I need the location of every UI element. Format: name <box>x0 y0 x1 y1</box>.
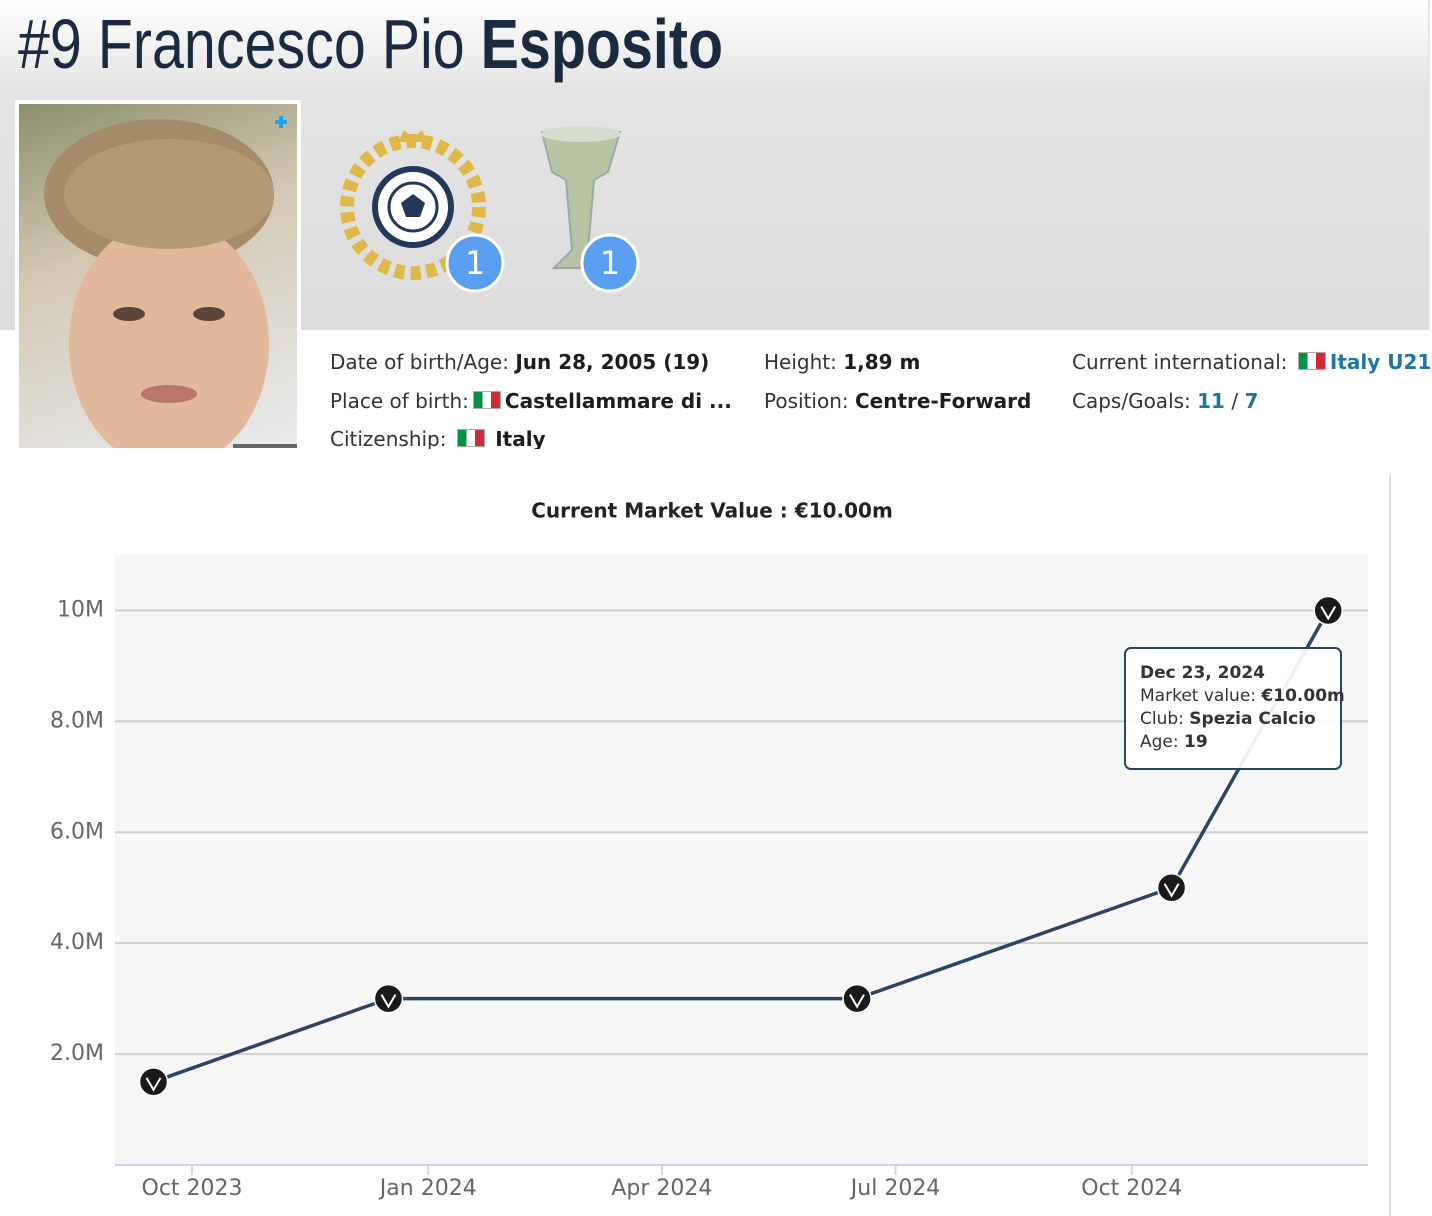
x-tick-label: Oct 2023 <box>142 1176 243 1201</box>
y-tick-label: 2.0M <box>50 1041 104 1066</box>
shirt-number: #9 <box>18 5 82 83</box>
award-badge: 1 <box>445 233 505 293</box>
chart-title: Current Market Value : €10.00m <box>531 499 893 523</box>
club-marker <box>373 983 404 1014</box>
award-badge: 1 <box>580 233 640 293</box>
info-label: Height: <box>764 350 837 374</box>
info-row: Position: Centre-Forward <box>764 389 1031 413</box>
info-value: Centre-Forward <box>854 389 1032 413</box>
market-value-chart: Current Market Value : €10.00m 2.0M 4.0M 6… <box>50 475 1391 1216</box>
marker-emblem <box>145 1077 162 1092</box>
info-row: Place of birth: Castellammare di ... <box>330 389 732 413</box>
marker-emblem <box>849 994 865 1009</box>
tooltip-label: Market value: <box>1140 686 1256 706</box>
info-value: 1,89 m <box>843 350 921 374</box>
tooltip-label: Age: <box>1140 732 1179 752</box>
separator: / <box>1231 389 1239 413</box>
tooltip-label: Club: <box>1140 709 1184 729</box>
info-row: Caps/Goals: 11 / 7 <box>1072 389 1258 413</box>
x-tick-label: Oct 2024 <box>1081 1176 1182 1201</box>
award-icon[interactable] <box>340 130 486 280</box>
tooltip-date: Dec 23, 2024 <box>1140 663 1265 683</box>
info-value: Castellammare di ... <box>504 389 732 413</box>
info-link[interactable]: 7 <box>1244 389 1259 413</box>
marker-emblem <box>380 994 397 1009</box>
flag <box>456 429 485 447</box>
marker-body <box>373 983 404 1014</box>
info-label: Date of birth/Age: <box>330 350 509 374</box>
last-name: Esposito <box>480 5 724 83</box>
flag <box>1297 352 1326 370</box>
club-marker <box>842 983 872 1014</box>
info-label: Current international: <box>1072 350 1288 374</box>
info-label: Citizenship: <box>330 427 447 449</box>
info-label: Position: <box>764 389 849 413</box>
marker-body <box>138 1067 169 1097</box>
marker-emblem <box>1163 883 1180 898</box>
info-row: Height: 1,89 m <box>764 350 920 374</box>
y-tick-label: 8.0M <box>50 708 104 733</box>
awards: 1 1 <box>340 126 640 293</box>
tooltip-value: €10.00m <box>1260 686 1344 706</box>
info-row: Date of birth/Age: Jun 28, 2005 (19) <box>330 350 709 374</box>
tooltip-row: Age: 19 <box>1140 732 1208 752</box>
info-label: Place of birth: <box>330 389 469 413</box>
tooltip-value: 19 <box>1184 732 1208 752</box>
info-value: Jun 28, 2005 (19) <box>515 350 710 374</box>
x-tick-label: Apr 2024 <box>611 1176 712 1201</box>
flag <box>472 391 501 409</box>
tooltip-value: Spezia Calcio <box>1189 709 1315 729</box>
first-name: Francesco Pio <box>97 5 465 83</box>
marker-body <box>1313 595 1343 626</box>
player-photo[interactable] <box>15 100 301 452</box>
tooltip: Dec 23, 2024 Market value: €10.00m Club: S… <box>1124 647 1345 770</box>
photo-art <box>44 116 297 448</box>
club-marker <box>1313 595 1343 626</box>
info-label: Caps/Goals: <box>1072 389 1191 413</box>
info-link[interactable]: Italy U21 <box>1329 350 1432 374</box>
y-tick-label: 6.0M <box>50 819 104 844</box>
award-count: 1 <box>600 244 620 282</box>
tooltip-row: Market value: €10.00m <box>1140 686 1345 706</box>
plot-background <box>115 555 1368 1165</box>
award-count: 1 <box>465 244 485 282</box>
x-tick-label: Jan 2024 <box>378 1176 477 1201</box>
y-tick-label: 4.0M <box>50 930 104 955</box>
club-marker <box>1156 872 1187 903</box>
tooltip-box <box>1124 647 1342 770</box>
marker-emblem <box>1320 605 1337 621</box>
x-tick-label: Jul 2024 <box>849 1176 941 1201</box>
info-value: Italy <box>495 427 546 449</box>
marker-body <box>1156 872 1187 903</box>
info-link[interactable]: 11 <box>1197 389 1225 413</box>
info-row: Current international: Italy U21 <box>1072 350 1431 374</box>
player-title: #9 Francesco Pio Esposito <box>18 4 723 84</box>
info-row: Citizenship: Italy <box>330 427 546 449</box>
y-tick-label: 10M <box>57 597 104 622</box>
marker-body <box>842 983 872 1014</box>
club-marker <box>138 1067 169 1097</box>
tooltip-row: Club: Spezia Calcio <box>1140 709 1316 729</box>
